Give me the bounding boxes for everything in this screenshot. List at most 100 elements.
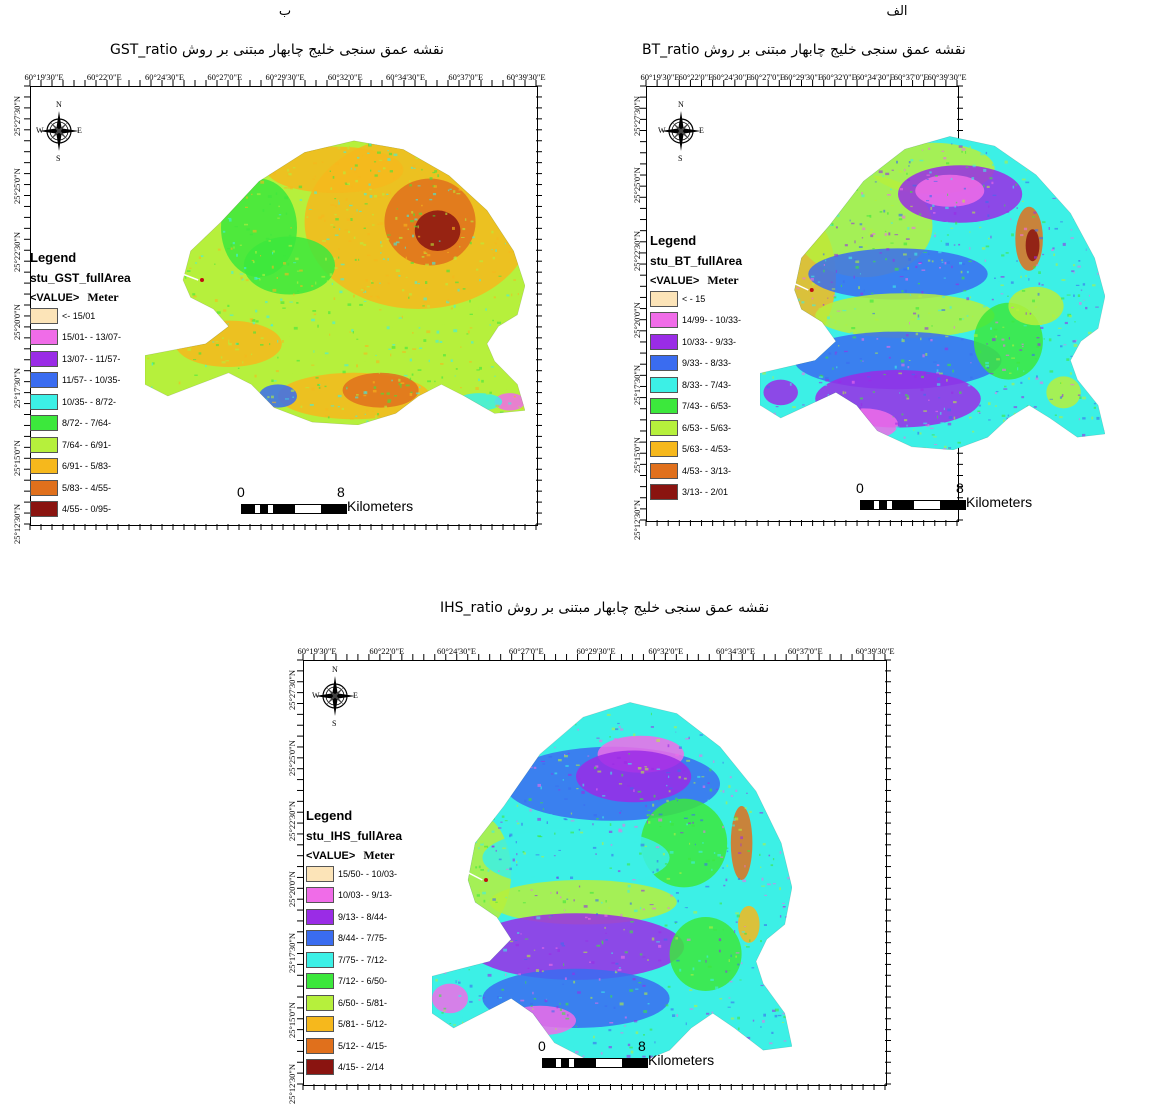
- longitude-label: 60°39'30"E: [927, 72, 967, 82]
- latitude-label: 25°15'0"N: [632, 436, 642, 473]
- legend-item-label: 3/13- - 2/01: [682, 487, 729, 498]
- depth-zone: [468, 913, 684, 980]
- map-title: نقشه عمق سنجی خلیج چابهار مبتنی بر روش G…: [110, 42, 444, 58]
- map-legend: Legend stu_IHS_fullArea <VALUE> Meter 15/50-…: [306, 808, 402, 1078]
- legend-item-label: 15/01- - 13/07-: [62, 332, 122, 343]
- longitude-label: 60°27'0"E: [508, 646, 544, 656]
- longitude-label: 60°19'30"E: [297, 646, 337, 656]
- compass-w-label: W: [658, 126, 666, 135]
- scale-bar: 0 8 Kilometers: [538, 1038, 738, 1078]
- depth-zone: [482, 968, 670, 1028]
- scale-eight-label: 8: [638, 1038, 646, 1054]
- legend-item-label: 4/55- - 0/95-: [62, 504, 112, 515]
- legend-item: 10/03- - 9/13-: [306, 885, 402, 907]
- legend-item: 7/75- - 7/12-: [306, 949, 402, 971]
- scale-eight-label: 8: [337, 484, 345, 500]
- legend-swatch: [306, 973, 334, 990]
- legend-item: < - 15: [650, 288, 742, 310]
- scale-bar-graphic: [542, 1058, 648, 1068]
- latitude-label: 25°15'0"N: [12, 440, 22, 476]
- legend-item: 6/53- - 5/63-: [650, 417, 742, 439]
- legend-swatch: [650, 398, 678, 415]
- legend-swatch: [650, 441, 678, 458]
- longitude-label: 60°34'30"E: [855, 72, 895, 82]
- legend-item: 14/99- - 10/33-: [650, 310, 742, 332]
- longitude-label: 60°34'30"E: [715, 646, 756, 656]
- legend-field-row: <VALUE> Meter: [30, 290, 131, 305]
- longitude-label: 60°22'0"E: [369, 646, 405, 656]
- depth-zone: [738, 905, 760, 943]
- depth-zone: [243, 236, 335, 295]
- depth-zone: [730, 806, 753, 880]
- scale-unit-label: Kilometers: [966, 494, 1033, 510]
- map-title: نقشه عمق سنجی خلیج چابهار مبتنی بر روش I…: [440, 600, 770, 616]
- compass-w-label: W: [36, 126, 44, 135]
- compass-n-label: N: [332, 665, 338, 674]
- legend-swatch: [650, 419, 678, 436]
- legend-swatch: [306, 865, 334, 882]
- legend-title: Legend: [30, 250, 77, 265]
- compass-e-label: E: [353, 691, 358, 700]
- legend-item: 4/15- - 2/14: [306, 1057, 402, 1079]
- panel-letter: ب: [278, 4, 292, 19]
- scale-bar: 0 8 Kilometers: [237, 484, 437, 524]
- legend-swatch: [30, 350, 58, 367]
- legend-item: 5/81- - 5/12-: [306, 1014, 402, 1036]
- legend-unit: Meter: [707, 273, 739, 287]
- legend-item: 8/44- - 7/75-: [306, 928, 402, 950]
- depth-zone: [576, 750, 692, 803]
- legend-item: 8/72- - 7/64-: [30, 413, 131, 435]
- longitude-label: 60°24'30"E: [436, 646, 477, 656]
- legend-swatch: [650, 484, 678, 501]
- legend-swatch: [30, 393, 58, 410]
- legend-swatch: [30, 501, 58, 518]
- latitude-label: 25°25'0"N: [287, 739, 297, 776]
- legend-swatch: [30, 415, 58, 432]
- depth-zone: [815, 370, 981, 428]
- legend-title: Legend: [306, 808, 353, 823]
- latitude-label: 25°20'0"N: [12, 304, 22, 340]
- legend-item: <- 15/01: [30, 305, 131, 327]
- legend-swatch: [30, 329, 58, 346]
- legend-item-label: 10/03- - 9/13-: [338, 890, 393, 901]
- legend-item-label: 10/35- - 8/72-: [62, 396, 117, 407]
- longitude-label: 60°32'0"E: [327, 72, 363, 82]
- longitude-label: 60°34'30"E: [385, 72, 426, 82]
- legend-swatch: [306, 1037, 334, 1054]
- legend-item: 11/57- - 10/35-: [30, 370, 131, 392]
- legend-item: 6/91- - 5/83-: [30, 456, 131, 478]
- longitude-label: 60°37'0"E: [893, 72, 929, 82]
- scale-unit-label: Kilometers: [347, 498, 414, 514]
- depth-zone: [504, 1005, 576, 1036]
- legend-item: 8/33- - 7/43-: [650, 374, 742, 396]
- legend-field-row: <VALUE> Meter: [306, 848, 402, 863]
- frame-ticks: [24, 80, 542, 530]
- latitude-label: 25°17'30"N: [287, 932, 297, 973]
- latitude-label: 25°12'30"N: [632, 499, 642, 540]
- latitude-label: 25°15'0"N: [287, 1002, 297, 1039]
- longitude-label: 60°19'30"E: [640, 72, 680, 82]
- depth-zone: [815, 293, 995, 338]
- latitude-label: 25°27'30"N: [287, 669, 297, 710]
- depth-zone: [915, 174, 985, 207]
- legend-item: 13/07- - 11/57-: [30, 348, 131, 370]
- bathymetry-raster: [145, 140, 525, 425]
- legend-swatch: [30, 372, 58, 389]
- legend-item-label: <- 15/01: [62, 310, 96, 321]
- legend-item-label: 5/83- - 4/55-: [62, 482, 112, 493]
- legend-swatch: [306, 994, 334, 1011]
- legend-swatch: [650, 376, 678, 393]
- legend-item-label: 7/75- - 7/12-: [338, 954, 388, 965]
- legend-item-label: 8/33- - 7/43-: [682, 379, 732, 390]
- depth-zone: [808, 248, 988, 300]
- legend-layer-name: stu_IHS_fullArea: [306, 829, 403, 843]
- legend-title: Legend: [650, 233, 697, 248]
- legend-swatch: [30, 479, 58, 496]
- compass-s-label: S: [678, 154, 683, 163]
- scale-zero-label: 0: [856, 480, 864, 496]
- latitude-labels: 25°27'30"N 25°25'0"N 25°22'30"N 25°20'0"N 25…: [12, 86, 26, 544]
- longitude-label: 60°39'30"E: [855, 646, 895, 656]
- legend-swatch: [30, 458, 58, 475]
- legend-swatch: [650, 355, 678, 372]
- legend-swatch: [306, 1059, 334, 1076]
